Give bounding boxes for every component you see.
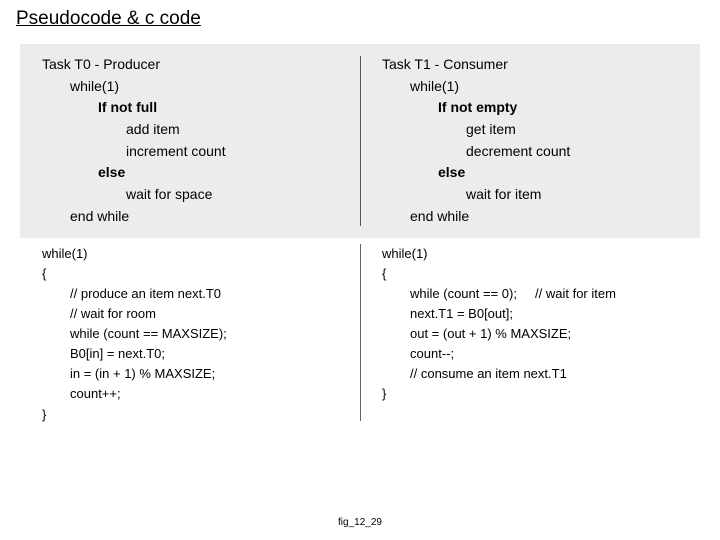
pseudo-line: else xyxy=(42,162,350,184)
pseudo-line: end while xyxy=(382,206,690,228)
code-line: // wait for room xyxy=(42,304,350,324)
divider-bottom xyxy=(360,244,361,421)
divider-top xyxy=(360,56,361,226)
code-line: in = (in + 1) % MAXSIZE; xyxy=(42,364,350,384)
code-line: } xyxy=(42,405,350,425)
code-line: while(1) xyxy=(42,244,350,264)
slide-title: Pseudocode & c code xyxy=(16,8,704,30)
pseudo-line: else xyxy=(382,162,690,184)
code-line: count--; xyxy=(382,344,690,364)
code-comment: // wait for item xyxy=(535,286,616,301)
pseudo-line: while(1) xyxy=(382,76,690,98)
pseudo-producer: Task T0 - Producer while(1) If not full … xyxy=(20,54,360,228)
figure-caption: fig_12_29 xyxy=(0,517,720,528)
code-line: } xyxy=(382,384,690,404)
pseudo-header-right: Task T1 - Consumer xyxy=(382,54,690,76)
code-producer: while(1) { // produce an item next.T0 //… xyxy=(20,244,360,425)
pseudo-line: add item xyxy=(42,119,350,141)
pseudo-line: end while xyxy=(42,206,350,228)
slide: Pseudocode & c code Task T0 - Producer w… xyxy=(0,0,720,540)
code-line: next.T1 = B0[out]; xyxy=(382,304,690,324)
code-line: B0[in] = next.T0; xyxy=(42,344,350,364)
code-consumer: while(1) { while (count == 0); // wait f… xyxy=(360,244,700,425)
code-line: // consume an item next.T1 xyxy=(382,364,690,384)
pseudocode-block: Task T0 - Producer while(1) If not full … xyxy=(20,44,700,238)
code-line: while (count == 0); // wait for item xyxy=(382,284,690,304)
code-line: count++; xyxy=(42,384,350,404)
pseudo-line: wait for space xyxy=(42,184,350,206)
code-line: { xyxy=(382,264,690,284)
pseudo-line: decrement count xyxy=(382,141,690,163)
pseudo-line: If not full xyxy=(42,97,350,119)
pseudo-line: increment count xyxy=(42,141,350,163)
pseudo-line: wait for item xyxy=(382,184,690,206)
code-line: out = (out + 1) % MAXSIZE; xyxy=(382,324,690,344)
code-line: // produce an item next.T0 xyxy=(42,284,350,304)
code-text: while (count == 0); xyxy=(410,286,517,301)
pseudo-line: If not empty xyxy=(382,97,690,119)
pseudo-header-left: Task T0 - Producer xyxy=(42,54,350,76)
pseudo-consumer: Task T1 - Consumer while(1) If not empty… xyxy=(360,54,700,228)
code-line: while (count == MAXSIZE); xyxy=(42,324,350,344)
code-line: { xyxy=(42,264,350,284)
c-code-block: while(1) { // produce an item next.T0 //… xyxy=(20,244,700,425)
code-line: while(1) xyxy=(382,244,690,264)
pseudo-line: get item xyxy=(382,119,690,141)
pseudo-line: while(1) xyxy=(42,76,350,98)
